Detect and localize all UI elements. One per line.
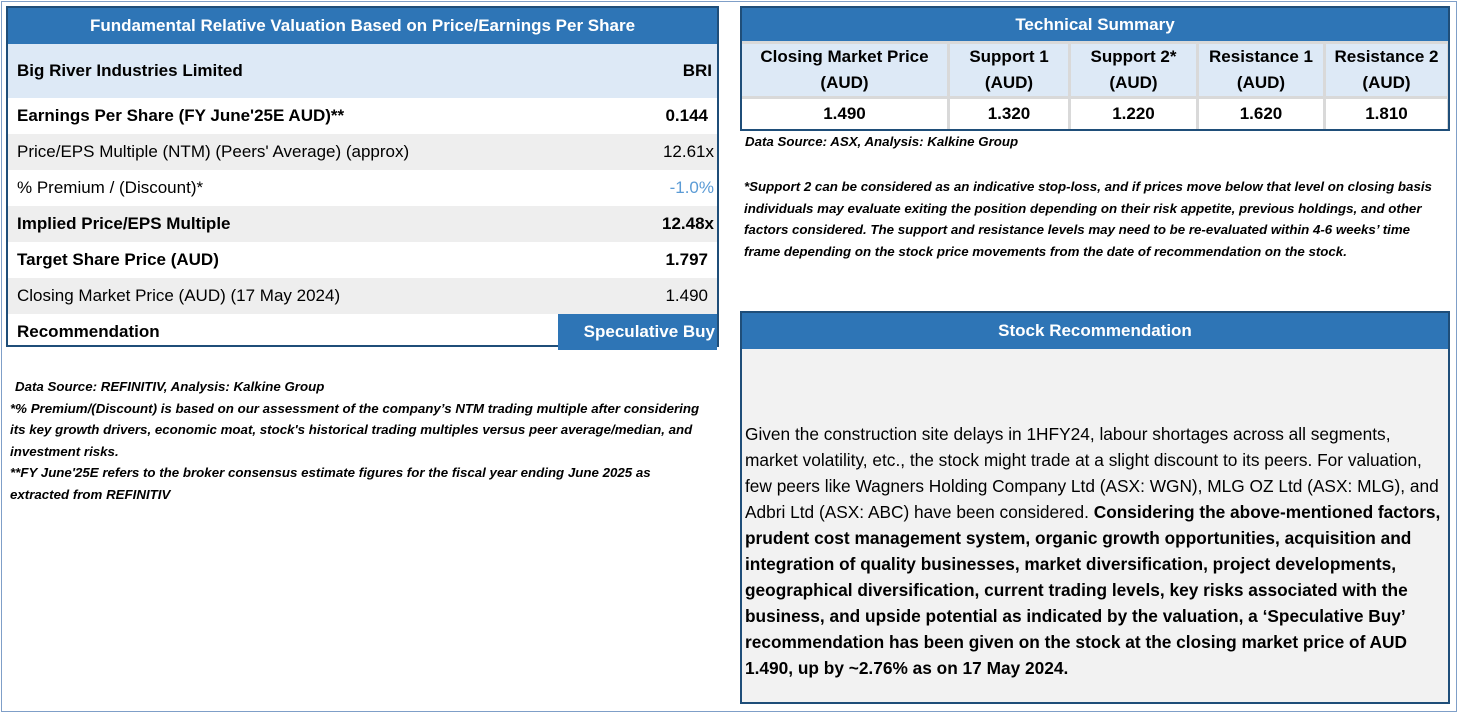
tech-header-line1: Support 2* (1090, 47, 1177, 66)
row-value: 1.490 (665, 286, 708, 305)
tech-header-line2: (AUD) (1362, 73, 1411, 92)
table-row: Closing Market Price (AUD) (17 May 2024)… (8, 278, 717, 314)
tech-column: Closing Market Price (AUD) 1.490 (742, 44, 947, 129)
stock-recommendation-title: Stock Recommendation (742, 313, 1448, 349)
recommendation-row: Recommendation Speculative Buy (8, 314, 717, 350)
row-label: Implied Price/EPS Multiple (17, 214, 231, 233)
technical-source: Data Source: ASX, Analysis: Kalkine Grou… (745, 134, 1019, 149)
tech-column: Resistance 1 (AUD) 1.620 (1199, 44, 1323, 129)
technical-title: Technical Summary (742, 8, 1448, 41)
company-row: Big River Industries Limited BRI (8, 44, 717, 98)
recommendation-text-plain: Given the construction site delays in 1H… (745, 424, 1439, 522)
tech-value: 1.220 (1071, 99, 1196, 129)
row-value: 12.48x (662, 214, 714, 233)
tech-header: Support 2* (AUD) (1071, 44, 1196, 96)
stock-recommendation-box: Stock Recommendation Given the construct… (740, 311, 1450, 704)
table-row: Price/EPS Multiple (NTM) (Peers' Average… (8, 134, 717, 170)
valuation-table: Fundamental Relative Valuation Based on … (6, 6, 719, 350)
stock-recommendation-text: Given the construction site delays in 1H… (745, 421, 1445, 681)
tech-header-line1: Resistance 1 (1209, 47, 1313, 66)
tech-header: Closing Market Price (AUD) (742, 44, 947, 96)
tech-value: 1.320 (950, 99, 1068, 129)
tech-header-line2: (AUD) (820, 73, 869, 92)
company-name: Big River Industries Limited (17, 61, 243, 80)
tech-header-line1: Support 1 (969, 47, 1049, 66)
table-row: % Premium / (Discount)* -1.0% (8, 170, 717, 206)
row-value: -1.0% (669, 178, 714, 197)
recommendation-label: Recommendation (17, 322, 160, 341)
premium-note: *% Premium/(Discount) is based on our as… (10, 400, 700, 459)
tech-column: Support 1 (AUD) 1.320 (950, 44, 1068, 129)
tech-header-line1: Closing Market Price (760, 47, 929, 66)
table-row: Implied Price/EPS Multiple 12.48x (8, 206, 717, 242)
row-label: Price/EPS Multiple (NTM) (Peers' Average… (17, 142, 410, 161)
ticker: BRI (682, 61, 712, 80)
valuation-title: Fundamental Relative Valuation Based on … (8, 8, 717, 44)
tech-header-line2: (AUD) (984, 73, 1034, 92)
tech-value: 1.620 (1199, 99, 1323, 129)
tech-header: Resistance 1 (AUD) (1199, 44, 1323, 96)
table-row: Target Share Price (AUD) 1.797 (8, 242, 717, 278)
row-label: % Premium / (Discount)* (17, 178, 204, 197)
row-label: Earnings Per Share (FY June'25E AUD)** (17, 106, 345, 125)
recommendation-text-bold: Considering the above-mentioned factors,… (745, 502, 1441, 678)
valuation-notes: Data Source: REFINITIV, Analysis: Kalkin… (10, 376, 710, 505)
row-label: Closing Market Price (AUD) (17 May 2024) (17, 286, 341, 305)
tech-header: Support 1 (AUD) (950, 44, 1068, 96)
row-value: 0.144 (665, 106, 708, 125)
recommendation-badge: Speculative Buy (558, 314, 717, 350)
table-row: Earnings Per Share (FY June'25E AUD)** 0… (8, 98, 717, 134)
row-value: 1.797 (665, 250, 708, 269)
tech-header-line1: Resistance 2 (1334, 47, 1439, 66)
tech-column: Support 2* (AUD) 1.220 (1071, 44, 1196, 129)
tech-header-line2: (AUD) (1236, 73, 1286, 92)
tech-value: 1.810 (1326, 99, 1447, 129)
technical-summary-table: Technical Summary Closing Market Price (A… (740, 6, 1450, 131)
tech-header: Resistance 2 (AUD) (1326, 44, 1447, 96)
tech-column: Resistance 2 (AUD) 1.810 (1326, 44, 1447, 129)
technical-note: *Support 2 can be considered as an indic… (744, 179, 1432, 259)
row-value: 12.61x (662, 142, 714, 161)
row-label: Target Share Price (AUD) (17, 250, 219, 269)
valuation-source: Data Source: REFINITIV, Analysis: Kalkin… (15, 379, 325, 394)
fy-note: **FY June'25E refers to the broker conse… (10, 465, 651, 502)
tech-value: 1.490 (742, 99, 947, 129)
tech-header-line2: (AUD) (1109, 73, 1158, 92)
technical-grid: Closing Market Price (AUD) 1.490 Support … (742, 41, 1448, 129)
